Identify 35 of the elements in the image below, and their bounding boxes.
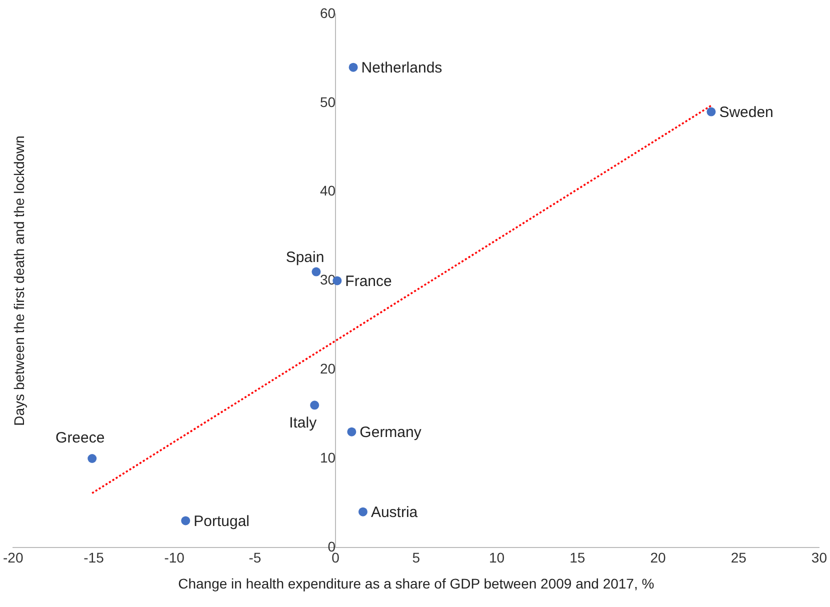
annotation: Germany — [360, 424, 422, 441]
y-tick-label: 50 — [320, 94, 336, 110]
x-tick-label: 10 — [488, 550, 505, 566]
point — [312, 267, 321, 276]
annotation: Italy — [289, 414, 318, 432]
point — [347, 427, 356, 436]
y-tick-label: 10 — [320, 449, 336, 466]
point — [706, 107, 716, 116]
y-axis-title: Days between the first death and the lockdown — [10, 136, 27, 426]
y-tick-label: 40 — [320, 182, 336, 199]
x-tick-label: 25 — [730, 550, 747, 566]
x-axis-title: Change in health expenditure as a share of GDP between 2009 and 2017, % — [178, 575, 654, 592]
annotation: Greece — [56, 430, 105, 447]
y-tick-label: 0 — [328, 538, 336, 554]
point — [348, 62, 358, 72]
x-tick-label: 15 — [570, 550, 586, 566]
annotation: Netherlands — [361, 59, 442, 76]
point — [88, 454, 97, 463]
annotation: France — [345, 272, 392, 290]
x-tick-label: 30 — [811, 550, 828, 566]
x-tick-label: -20 — [3, 550, 24, 566]
x-tick-label: -5 — [248, 550, 262, 566]
annotation: Austria — [370, 504, 418, 521]
annotation: Sweden — [719, 104, 774, 121]
annotation: Spain — [286, 248, 324, 266]
x-tick-label: -10 — [164, 550, 185, 566]
point — [358, 507, 368, 516]
x-tick-label: 5 — [412, 550, 420, 566]
y-tick-label: 20 — [320, 360, 336, 376]
x-tick-label: 20 — [650, 550, 666, 566]
y-tick-label: 60 — [320, 4, 336, 21]
x-tick-label: -15 — [84, 550, 104, 566]
point — [310, 400, 320, 410]
annotation: Portugal — [194, 512, 250, 530]
point — [181, 516, 190, 526]
